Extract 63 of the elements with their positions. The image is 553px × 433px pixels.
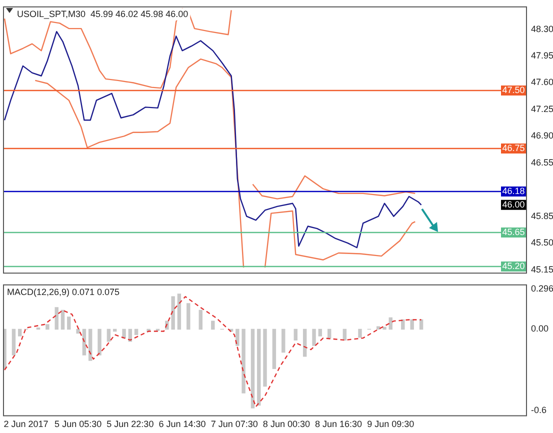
chart-title: USOIL_SPT,M30 45.99 46.02 45.98 46.00 [17, 8, 188, 19]
y-tick-label: 48.30 [531, 24, 553, 34]
bar [401, 319, 405, 330]
bar [294, 328, 298, 340]
bar [257, 328, 261, 406]
x-tick-label: 7 Jun 07:30 [210, 419, 258, 430]
y-tick-label: 47.60 [531, 77, 553, 88]
x-tick-label: 5 Jun 22:30 [106, 419, 154, 430]
bar [236, 328, 240, 346]
bar [18, 328, 22, 336]
ref-line-label: 47.50 [502, 84, 525, 95]
bar [88, 328, 92, 361]
y-tick-label: 0.296 [531, 284, 553, 294]
bar [76, 328, 80, 334]
x-tick-label: 8 Jun 00:30 [262, 419, 310, 430]
y-tick-label: 47.25 [531, 104, 553, 114]
bar [358, 328, 362, 338]
bar [67, 316, 71, 330]
x-tick-label: 5 Jun 05:30 [54, 419, 102, 430]
bar [198, 310, 203, 330]
ref-line-label: 46.18 [502, 186, 525, 196]
x-tick-label: 9 Jun 09:30 [367, 419, 414, 430]
y-tick-label: -0.6 [531, 405, 547, 416]
ref-line-label: 46.75 [502, 142, 525, 153]
bar [211, 320, 215, 330]
bar [282, 328, 286, 353]
bar [46, 324, 50, 330]
y-tick-label: 46.55 [531, 157, 553, 168]
bar [186, 303, 190, 330]
y-tick-label: 0.00 [531, 324, 549, 334]
bar [327, 328, 332, 338]
bar [376, 326, 380, 330]
bar [312, 328, 316, 346]
chart-title: MACD(12,26,9) 0.071 0.075 [7, 286, 120, 297]
bar [106, 328, 111, 342]
bar [242, 328, 246, 394]
bar [272, 328, 276, 369]
ref-line-label: 45.20 [502, 260, 525, 271]
y-tick-label: 46.90 [531, 130, 553, 141]
bar [382, 326, 386, 330]
bar [263, 328, 267, 387]
bar [60, 310, 65, 330]
x-tick-label: 8 Jun 16:30 [315, 419, 362, 430]
y-tick-label: 45.85 [531, 210, 553, 221]
bar [342, 328, 347, 340]
bar [410, 319, 414, 330]
y-tick-label: 47.95 [531, 50, 553, 61]
y-tick-label: 45.50 [531, 238, 553, 248]
y-tick-label: 45.15 [531, 264, 553, 274]
bar [134, 328, 138, 336]
ref-line-label: 45.65 [502, 226, 525, 237]
bar [318, 328, 322, 336]
bar [250, 328, 255, 408]
bar [177, 294, 182, 330]
line-series [4, 296, 422, 408]
x-tick-label: 6 Jun 14:30 [158, 419, 206, 430]
x-tick-label: 2 Jun 2017 [4, 419, 48, 430]
bar [98, 328, 102, 356]
bar [388, 317, 392, 330]
annotation: 46.00 [502, 199, 525, 210]
bar [171, 296, 175, 330]
bar [12, 328, 16, 356]
bar [54, 307, 58, 330]
